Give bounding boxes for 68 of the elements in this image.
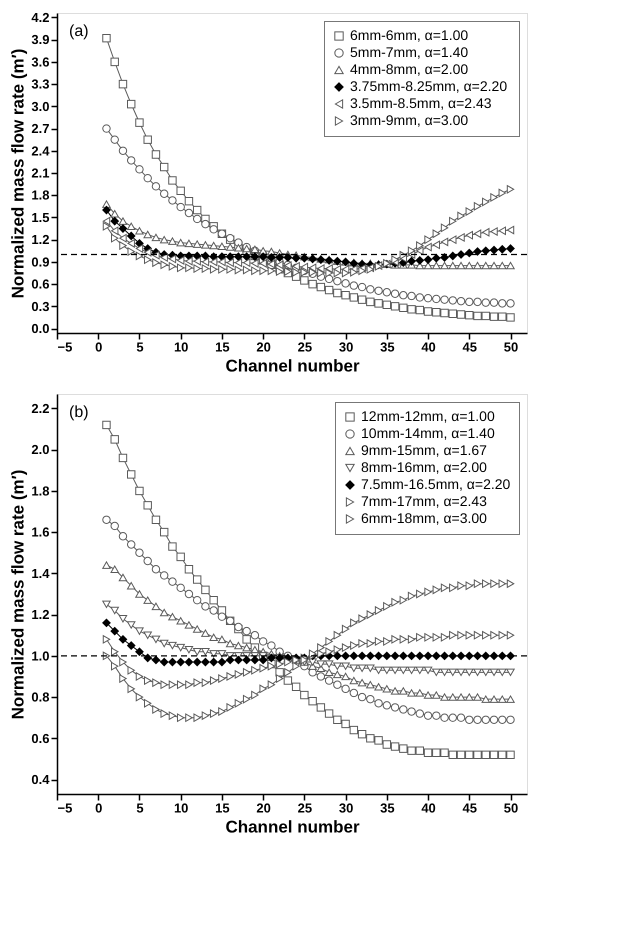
x-axis-title: Channel number [225, 356, 360, 376]
y-axis-title: Normalized mass flow rate (m′) [8, 48, 28, 298]
annotation: (b) [69, 404, 89, 421]
y-tick-label: 4.2 [31, 10, 50, 25]
legend-label: 5mm-7mm, α=1.40 [350, 44, 468, 60]
legend-label: 7.5mm-16.5mm, α=2.20 [361, 476, 511, 492]
x-tick-label: 45 [462, 800, 478, 816]
y-tick-label: 3.9 [31, 32, 50, 48]
y-tick-label: 2.1 [31, 166, 50, 180]
x-tick-label: 10 [174, 800, 188, 816]
legend-label: 10mm-14mm, α=1.40 [361, 425, 495, 441]
legend-label: 6mm-6mm, α=1.00 [350, 27, 468, 43]
legend-label: 4mm-8mm, α=2.00 [350, 61, 468, 77]
x-tick-label: −5 [58, 340, 72, 354]
y-tick-label: 0.9 [31, 254, 50, 270]
x-tick-label: 30 [338, 340, 354, 354]
x-tick-label: 30 [338, 800, 354, 816]
x-tick-label: 50 [504, 800, 518, 816]
y-tick-label: 1.6 [31, 524, 50, 540]
x-tick-label: 35 [380, 340, 395, 354]
legend-label: 6mm-18mm, α=3.00 [361, 510, 488, 526]
legend-label: 3.75mm-8.25mm, α=2.20 [350, 78, 508, 94]
y-tick-label: 0.6 [31, 730, 50, 746]
y-tick-label: 2.0 [31, 442, 50, 458]
x-axis-title: Channel number [225, 818, 360, 836]
x-tick-label: 10 [174, 340, 188, 354]
x-tick-label: 25 [298, 800, 312, 816]
x-tick-label: 25 [298, 340, 312, 354]
x-tick-label: 40 [421, 800, 436, 816]
x-tick-label: 0 [95, 800, 102, 816]
y-tick-label: 1.8 [31, 188, 50, 203]
x-tick-label: 45 [462, 340, 478, 354]
y-tick-label: 3.0 [31, 98, 50, 114]
y-tick-label: 3.6 [31, 54, 50, 70]
x-tick-label: 15 [215, 340, 230, 354]
x-tick-label: 50 [504, 340, 518, 354]
y-tick-label: 1.8 [31, 483, 50, 498]
x-tick-label: 5 [136, 340, 144, 354]
y-tick-label: 1.4 [31, 566, 50, 581]
legend-label: 8mm-16mm, α=2.00 [361, 459, 488, 475]
legend-label: 7mm-17mm, α=2.43 [361, 493, 488, 509]
y-tick-label: 1.5 [31, 210, 50, 225]
y-tick-label: 0.0 [31, 321, 50, 336]
y-tick-label: 2.2 [31, 400, 50, 416]
x-tick-label: 20 [256, 800, 271, 816]
y-tick-label: 3.3 [31, 76, 50, 92]
legend-label: 12mm-12mm, α=1.00 [361, 408, 495, 424]
y-tick-label: 1.2 [31, 232, 50, 248]
x-tick-label: 5 [136, 800, 144, 816]
y-tick-label: 0.3 [31, 298, 50, 314]
annotation: (a) [69, 23, 89, 40]
x-tick-label: 0 [95, 340, 102, 354]
x-tick-label: 40 [421, 340, 436, 354]
y-tick-label: 1.2 [31, 607, 50, 622]
y-tick-label: 0.6 [31, 276, 50, 292]
x-tick-label: 15 [215, 800, 230, 816]
x-tick-label: −5 [58, 800, 72, 816]
legend-label: 3mm-9mm, α=3.00 [350, 112, 468, 128]
y-tick-label: 2.7 [31, 121, 50, 136]
y-tick-label: 2.4 [31, 143, 50, 158]
x-tick-label: 35 [380, 800, 395, 816]
y-tick-label: 1.0 [31, 648, 50, 664]
y-tick-label: 0.4 [31, 772, 50, 788]
x-tick-label: 20 [256, 340, 271, 354]
legend-label: 9mm-15mm, α=1.67 [361, 442, 488, 458]
y-axis-title: Normalized mass flow rate (m′) [8, 470, 28, 720]
y-tick-label: 0.8 [31, 690, 50, 705]
legend-label: 3.5mm-8.5mm, α=2.43 [350, 95, 492, 111]
